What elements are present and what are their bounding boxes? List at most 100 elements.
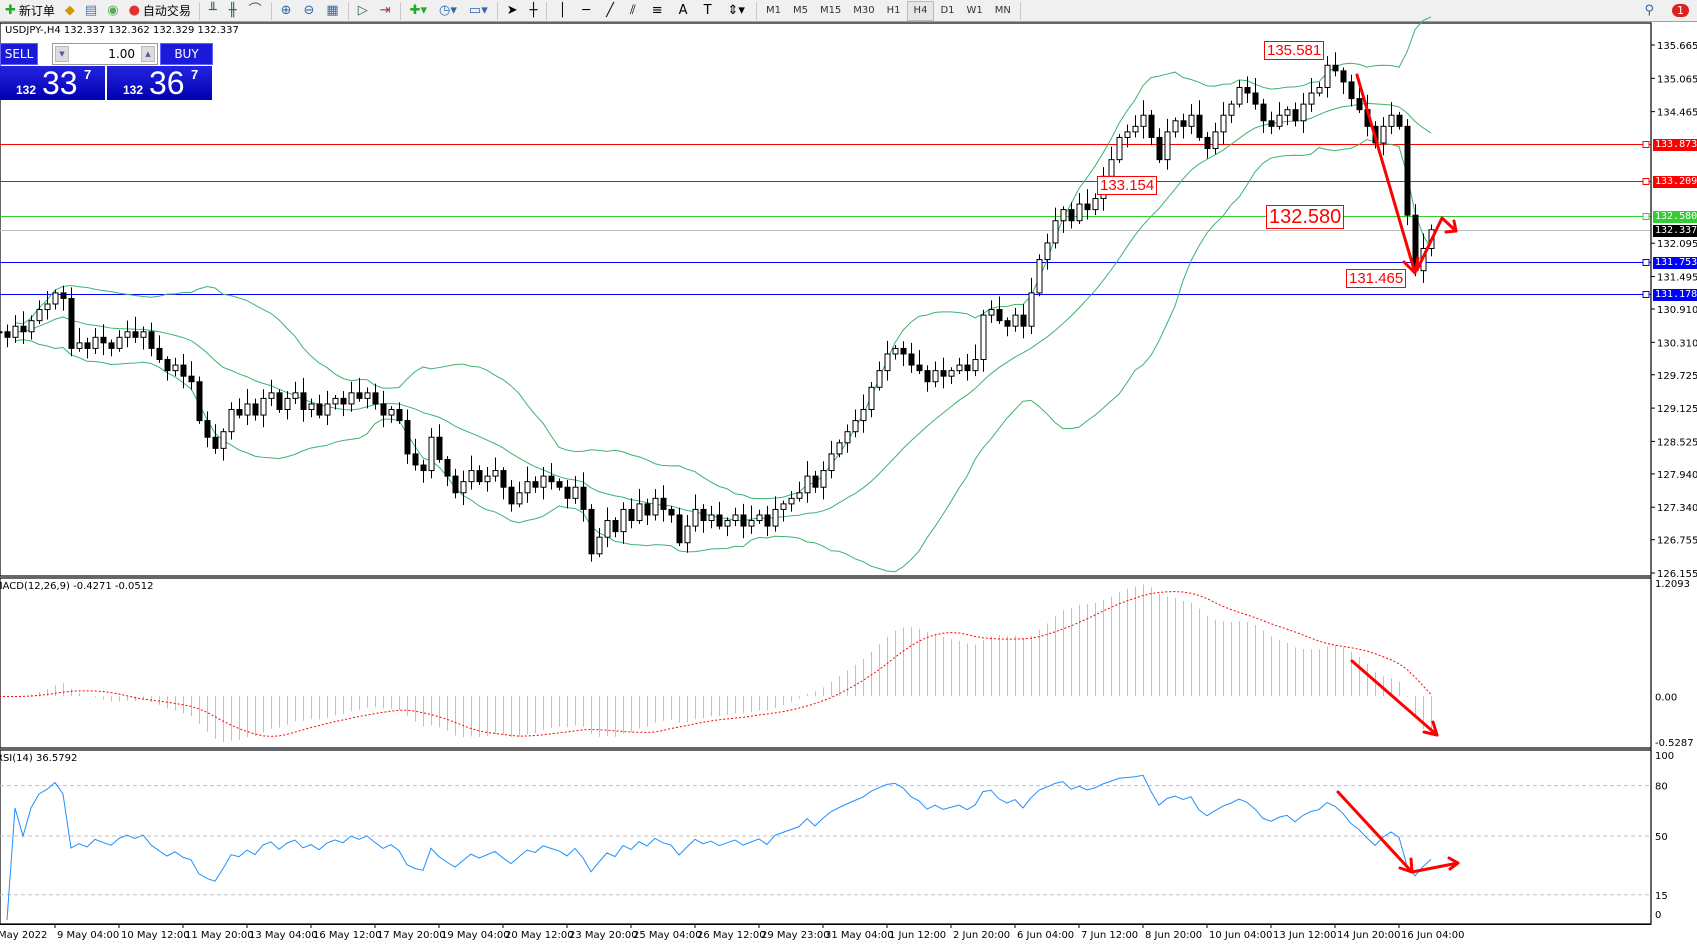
time-tick-label: 8 Jun 20:00 bbox=[1145, 930, 1202, 941]
sell-button[interactable]: SELL bbox=[0, 43, 38, 65]
hlines bbox=[0, 141, 1651, 298]
time-tick-label: 29 May 23:00 bbox=[761, 930, 830, 941]
candle-bull bbox=[988, 309, 995, 316]
candle-bull bbox=[948, 370, 955, 377]
time-tick-label: 20 May 12:00 bbox=[505, 930, 574, 941]
fibonacci-icon[interactable]: ≡ bbox=[651, 2, 663, 18]
crosshair-icon[interactable]: ┼ bbox=[529, 2, 538, 18]
annotation-low[interactable]: 131.465 bbox=[1346, 269, 1407, 288]
candle-bear bbox=[380, 403, 387, 416]
buy-price[interactable]: 132 36 7 bbox=[107, 65, 212, 101]
candle-bull bbox=[1036, 259, 1043, 294]
chart-shift-icon[interactable]: ⇥ bbox=[379, 2, 391, 18]
candle-bull bbox=[572, 486, 579, 499]
lot-size-field[interactable]: ▼ 1.00 ▲ bbox=[52, 43, 158, 65]
candle-bear bbox=[1148, 114, 1155, 138]
candle-bear bbox=[1252, 92, 1259, 105]
candle-bull bbox=[324, 403, 331, 416]
rsi-tick-label: 50 bbox=[1655, 832, 1668, 843]
annotation-mid[interactable]: 133.154 bbox=[1097, 176, 1158, 195]
lot-decrease-icon[interactable]: ▼ bbox=[55, 46, 69, 62]
candle-bull bbox=[1284, 109, 1291, 116]
bollinger-bands bbox=[14, 16, 1432, 573]
cursor-icon[interactable]: ➤ bbox=[506, 2, 518, 18]
candle-bear bbox=[900, 347, 907, 355]
periods-icon[interactable]: ◷▾ bbox=[439, 2, 457, 18]
history-icon[interactable]: ◆ bbox=[64, 2, 75, 18]
main-up-arrow bbox=[1415, 216, 1458, 272]
candle-bear bbox=[1196, 114, 1203, 138]
candle-bull bbox=[220, 431, 227, 449]
search-icon[interactable]: ⚲ bbox=[1644, 2, 1654, 18]
time-tick-label: 11 May 20:00 bbox=[185, 930, 254, 941]
auto-trading-icon: ● bbox=[128, 2, 140, 18]
line-chart-icon[interactable]: ⌒ bbox=[248, 2, 262, 18]
auto-trading-button[interactable]: ● 自动交易 bbox=[128, 2, 191, 18]
price-line-label: 131.178 bbox=[1653, 288, 1697, 301]
price-line-label: 132.337 bbox=[1653, 224, 1697, 237]
candle-bull bbox=[1140, 114, 1147, 127]
text-label-icon[interactable]: T bbox=[703, 2, 712, 18]
timeframe-h4[interactable]: H4 bbox=[906, 0, 935, 21]
annotation-high[interactable]: 135.581 bbox=[1264, 41, 1325, 60]
timeframe-w1[interactable]: W1 bbox=[966, 5, 983, 16]
zoom-out-icon[interactable]: ⊖ bbox=[303, 2, 315, 18]
candle-bull bbox=[892, 347, 899, 355]
autoscroll-icon[interactable]: ▷ bbox=[357, 2, 368, 18]
timeframe-h1[interactable]: H1 bbox=[886, 5, 901, 16]
price-tick-label: 130.910 bbox=[1657, 305, 1697, 316]
annotation-level[interactable]: 132.580 bbox=[1266, 205, 1345, 229]
candle-bull bbox=[52, 292, 59, 305]
time-tick-label: 19 May 04:00 bbox=[441, 930, 510, 941]
arrows-icon[interactable]: ⇕▾ bbox=[727, 2, 745, 18]
candle-bear bbox=[68, 297, 75, 349]
chart-header: USDJPY-,H4 132.337 132.362 132.329 132.3… bbox=[5, 25, 239, 36]
axes: 135.665 135.065 134.465 132.095 131.495 130.9… bbox=[0, 23, 1697, 941]
bar-chart-icon[interactable]: ╨ bbox=[208, 2, 217, 18]
notification-badge[interactable]: 1 bbox=[1672, 4, 1689, 17]
candle-bull bbox=[980, 314, 987, 361]
templates-icon[interactable]: ▭▾ bbox=[468, 2, 488, 18]
text-icon[interactable]: A bbox=[678, 2, 688, 18]
candle-bull bbox=[428, 436, 435, 472]
candle-bull bbox=[604, 520, 611, 538]
lot-increase-icon[interactable]: ▲ bbox=[141, 46, 155, 62]
candle-bull bbox=[524, 481, 531, 494]
horizontal-line-icon[interactable]: ─ bbox=[582, 2, 591, 18]
timeframe-mn[interactable]: MN bbox=[994, 5, 1011, 16]
timeframe-m15[interactable]: M15 bbox=[819, 5, 842, 16]
rsi-down-arrow bbox=[1336, 790, 1414, 874]
new-order-button[interactable]: ✚ 新订单 bbox=[5, 2, 55, 18]
timeframe-m30[interactable]: M30 bbox=[853, 5, 875, 16]
sell-price[interactable]: 132 33 7 bbox=[0, 65, 105, 101]
timeframe-d1[interactable]: D1 bbox=[940, 5, 955, 16]
candle-bear bbox=[180, 364, 187, 377]
one-click-trading-panel: SELL ▼ 1.00 ▲ BUY 132 33 7 132 36 7 bbox=[0, 43, 213, 101]
market-watch-icon[interactable]: ▤ bbox=[84, 2, 98, 18]
candlestick-icon[interactable]: ╫ bbox=[228, 2, 237, 18]
signals-icon[interactable]: ◉ bbox=[107, 2, 119, 18]
rsi-up-arrowhead bbox=[1447, 856, 1460, 871]
candle-bull bbox=[1108, 159, 1115, 177]
buy-button[interactable]: BUY bbox=[160, 43, 213, 65]
equidistant-channel-icon[interactable]: ⫽ bbox=[629, 2, 636, 18]
time-tick-label: May 2022 bbox=[0, 930, 47, 941]
timeframe-m5[interactable]: M5 bbox=[792, 5, 808, 16]
zoom-in-icon[interactable]: ⊕ bbox=[280, 2, 292, 18]
price-tick-label: 128.525 bbox=[1657, 437, 1697, 448]
line-handle bbox=[1642, 141, 1650, 148]
candle-bull bbox=[460, 481, 467, 494]
bb-lower bbox=[14, 138, 1432, 573]
trendline-icon[interactable]: ╱ bbox=[606, 2, 614, 18]
price-tick-label: 126.155 bbox=[1657, 569, 1697, 580]
candle-bear bbox=[1260, 103, 1267, 122]
candle-bear bbox=[628, 508, 635, 522]
tile-windows-icon[interactable]: ▦ bbox=[326, 2, 339, 18]
vertical-line-icon[interactable]: │ bbox=[558, 2, 567, 18]
candle-bear bbox=[916, 364, 923, 372]
timeframe-m1[interactable]: M1 bbox=[765, 5, 781, 16]
candle-bull bbox=[860, 408, 867, 422]
indicators-icon[interactable]: ✚▾ bbox=[409, 2, 428, 18]
candle-bear bbox=[668, 508, 675, 516]
